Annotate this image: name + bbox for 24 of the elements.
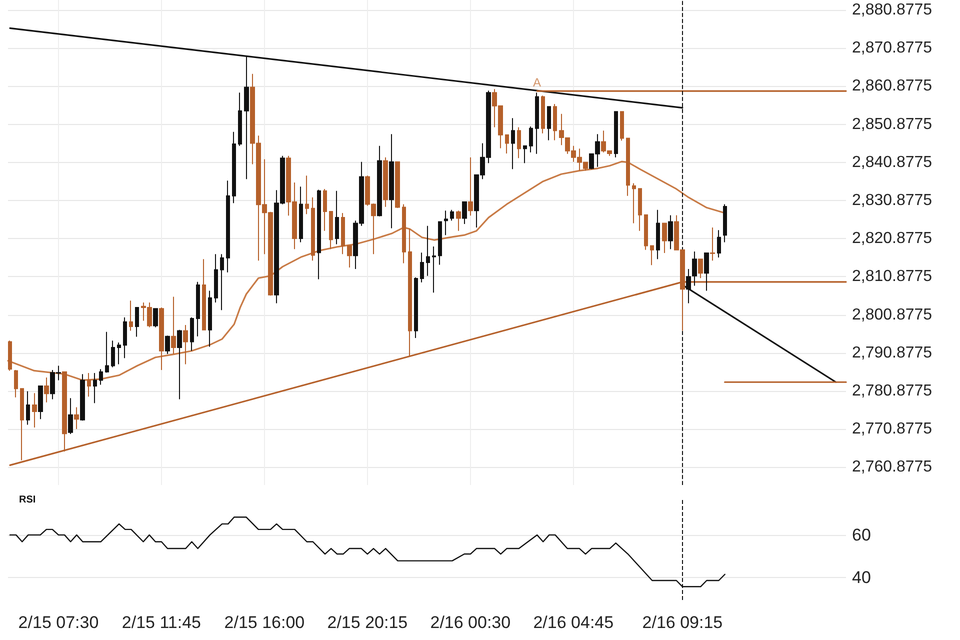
x-tick-label: 2/16 09:15 [642, 613, 723, 632]
x-tick-label: 2/15 11:45 [122, 613, 202, 632]
x-tick-label: 2/16 00:30 [430, 613, 511, 632]
y-tick-label: 2,870.8775 [852, 40, 932, 57]
y-tick-label: 2,770.8775 [852, 420, 932, 438]
y-tick-label: 2,760.8775 [852, 458, 932, 476]
x-tick-label: 2/15 16:00 [224, 613, 305, 632]
x-tick-label: 2/15 20:15 [327, 613, 408, 632]
x-tick-label: 2/16 04:45 [533, 613, 614, 632]
y-tick-label: 2,780.8775 [852, 382, 932, 400]
y-tick-label: 40 [852, 568, 871, 587]
y-tick-label: 2,880.8775 [852, 1, 932, 18]
y-tick-label: 2,840.8775 [852, 154, 932, 171]
y-tick-label: 2,810.8775 [852, 268, 932, 286]
y-tick-label: 60 [852, 525, 871, 544]
chart-title: RSI [19, 494, 36, 506]
y-tick-label: 2,850.8775 [852, 116, 932, 133]
y-tick-label: 2,790.8775 [852, 344, 932, 362]
y-tick-label: 2,830.8775 [852, 192, 932, 209]
y-tick-label: 2,820.8775 [852, 230, 932, 248]
y-tick-label: 2,800.8775 [852, 306, 932, 324]
x-tick-label: 2/15 07:30 [18, 613, 99, 632]
annotation: A [533, 76, 542, 90]
y-tick-label: 2,860.8775 [852, 78, 932, 95]
